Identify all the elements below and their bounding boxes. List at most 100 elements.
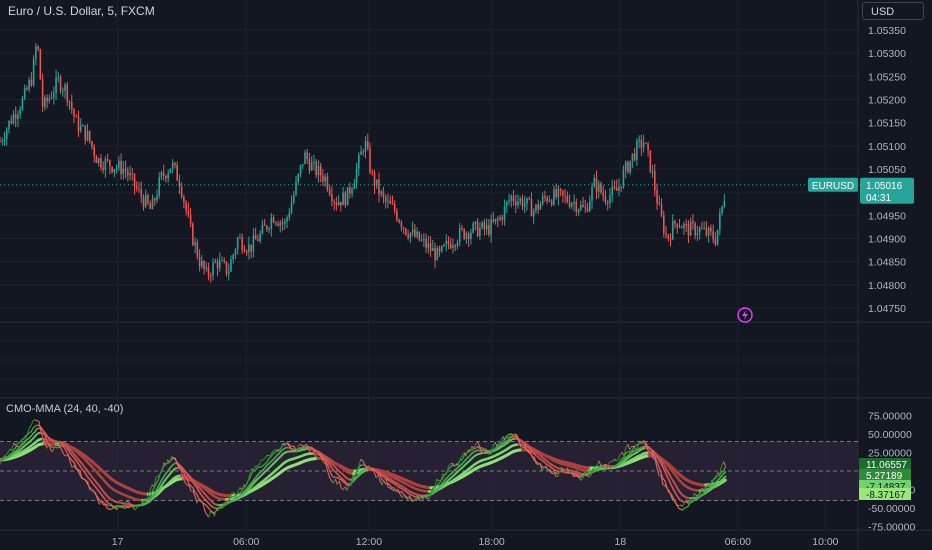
- candle-body: [158, 177, 161, 196]
- cmo-raw-line: [485, 448, 488, 453]
- candle-body: [243, 250, 246, 252]
- cmo-raw-line: [175, 457, 178, 466]
- candle-body: [382, 191, 385, 197]
- cmo-raw-line: [430, 486, 434, 495]
- cmo-raw-line: [409, 495, 412, 502]
- cmo-raw-line: [346, 484, 350, 491]
- cmo-raw-line: [545, 465, 549, 472]
- cmo-raw-line: [159, 471, 163, 475]
- candle-body: [714, 239, 717, 245]
- currency-button[interactable]: USD: [862, 2, 924, 20]
- cmo-raw-line: [334, 478, 338, 485]
- candle-body: [447, 240, 450, 244]
- cmo-line: [104, 504, 108, 509]
- candle-body: [10, 120, 13, 124]
- candle-body: [254, 235, 257, 240]
- cmo-line: [461, 455, 465, 461]
- countdown-value: 04:31: [866, 193, 891, 204]
- cmo-raw-line: [490, 445, 494, 455]
- candle-body: [259, 233, 261, 242]
- candle-body: [306, 152, 309, 160]
- cmo-raw-line: [627, 444, 631, 451]
- candle-body: [689, 221, 692, 236]
- cmo-line: [631, 446, 635, 452]
- candle-body: [0, 141, 1, 143]
- candle-body: [59, 77, 62, 92]
- candle-body: [631, 153, 634, 161]
- candle-body: [514, 201, 517, 206]
- cmo-raw-line: [165, 459, 169, 466]
- cmo-raw-line: [1, 455, 5, 462]
- candle-body: [66, 84, 69, 102]
- cmo-raw-line: [379, 481, 383, 486]
- candle-body: [295, 181, 297, 195]
- cmo-raw-line: [578, 477, 582, 481]
- cmo-raw-line: [40, 431, 44, 439]
- candle-body: [512, 195, 515, 202]
- cmo-line: [182, 470, 186, 477]
- time-axis[interactable]: 17 06:00 12:00 18:00 18 06:00 10:00: [112, 536, 839, 548]
- candle-body: [571, 203, 573, 207]
- candle-body: [642, 142, 645, 148]
- indicator-value-label: 5.27189: [866, 471, 903, 482]
- symbol-tag-label: EURUSD: [812, 181, 854, 192]
- candle-body: [416, 231, 418, 237]
- cmo-raw-line: [414, 494, 418, 501]
- indicator-lines: [0, 419, 727, 518]
- indicator-title[interactable]: CMO-MMA (24, 40, -40): [6, 403, 124, 415]
- cmo-raw-line: [97, 498, 100, 505]
- candle-body: [227, 271, 230, 274]
- cmo-raw-line: [124, 500, 128, 505]
- cmo-raw-line: [354, 469, 358, 478]
- candle-body: [239, 237, 241, 239]
- cmo-raw-line: [418, 495, 422, 502]
- cmo-line: [722, 465, 727, 472]
- candle-body: [364, 141, 367, 153]
- candle-body: [557, 188, 560, 198]
- candle-body: [698, 227, 701, 234]
- cmo-line: [157, 473, 161, 482]
- candle-body: [304, 152, 306, 165]
- candle-body: [140, 188, 143, 198]
- cmo-raw-line: [338, 480, 342, 489]
- candle-body: [203, 260, 205, 269]
- candle-body: [241, 237, 243, 251]
- candle-body: [671, 220, 674, 240]
- cmo-raw-line: [286, 442, 290, 447]
- cmo-raw-line: [5, 451, 9, 456]
- candle-body: [591, 186, 593, 202]
- candle-body: [402, 227, 405, 229]
- symbol-title[interactable]: Euro / U.S. Dollar, 5, FXCM: [8, 4, 155, 18]
- cmo-raw-line: [178, 467, 182, 472]
- candle-body: [245, 251, 248, 253]
- cmo-raw-line: [192, 490, 196, 497]
- cmo-raw-line: [253, 465, 256, 470]
- cmo-line: [77, 470, 81, 476]
- cmo-raw-line: [59, 447, 63, 453]
- candle-body: [281, 222, 284, 224]
- candle-body: [214, 261, 217, 263]
- candle-body: [133, 173, 136, 187]
- indicator-tick-label: 50.00000: [868, 429, 912, 441]
- cmo-line: [44, 433, 48, 443]
- candle-body: [322, 175, 324, 182]
- cmo-raw-line: [721, 461, 724, 467]
- cmo-raw-line: [533, 456, 537, 465]
- candle-body: [286, 217, 288, 222]
- candle-body: [8, 120, 10, 130]
- indicator-value-tag: [859, 469, 911, 481]
- candle-body: [494, 218, 497, 222]
- cmo-line: [658, 466, 662, 474]
- cmo-raw-line: [623, 446, 627, 457]
- candle-body: [701, 227, 703, 229]
- cmo-raw-line: [229, 492, 233, 499]
- candle-body: [218, 260, 221, 269]
- price-axis[interactable]: 1.05350 1.05300 1.05250 1.05200 1.05150 1.051…: [868, 25, 915, 533]
- candle-body: [156, 195, 158, 201]
- cmo-raw-line: [592, 466, 596, 470]
- alert-icon[interactable]: [737, 307, 753, 323]
- candle-body: [138, 188, 140, 190]
- candle-body: [174, 162, 176, 165]
- candle-body: [629, 160, 631, 173]
